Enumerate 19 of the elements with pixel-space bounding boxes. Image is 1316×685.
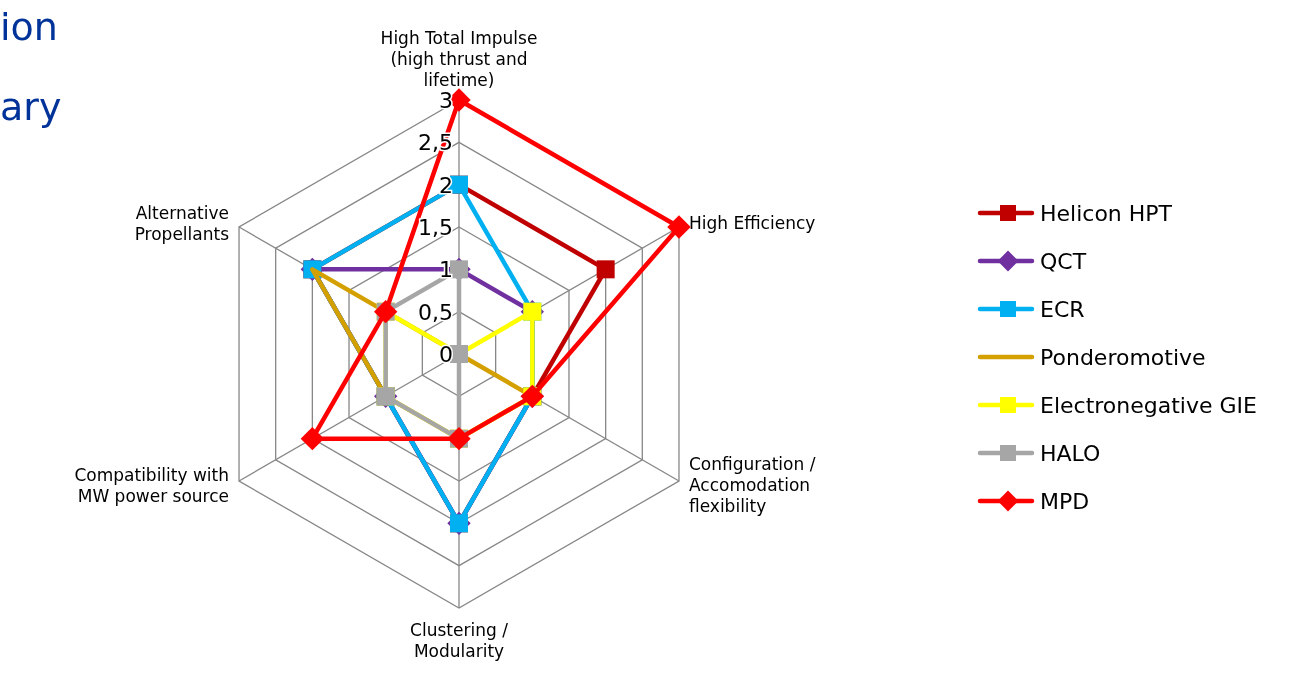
legend-label: Electronegative GIE [1040, 393, 1257, 418]
y-tick-label: 0 [439, 342, 453, 367]
text: ion [0, 5, 58, 49]
y-tick-label: 1,5 [418, 215, 453, 240]
legend-label: QCT [1040, 249, 1087, 274]
spoke-label: Clustering / Modularity [410, 620, 509, 661]
spoke-label: Configuration / Accomodation flexibility [688, 454, 816, 516]
spoke-label: High Efficiency [688, 213, 816, 233]
legend-label: HALO [1040, 441, 1101, 466]
spoke-label: Alternative Propellants [134, 202, 230, 244]
text: ary [0, 85, 62, 129]
spoke-label: Compatibility with MW power source [74, 464, 230, 506]
legend-label: ECR [1040, 297, 1085, 322]
spoke-label: High Total Impulse (high thrust and lifetime) [380, 28, 538, 90]
y-tick-label: 3 [439, 88, 453, 113]
legend-label: Ponderomotive [1040, 345, 1206, 370]
legend-label: Helicon HPT [1040, 201, 1173, 226]
y-tick-label: 0,5 [418, 299, 453, 325]
legend-label: MPD [1040, 489, 1090, 514]
